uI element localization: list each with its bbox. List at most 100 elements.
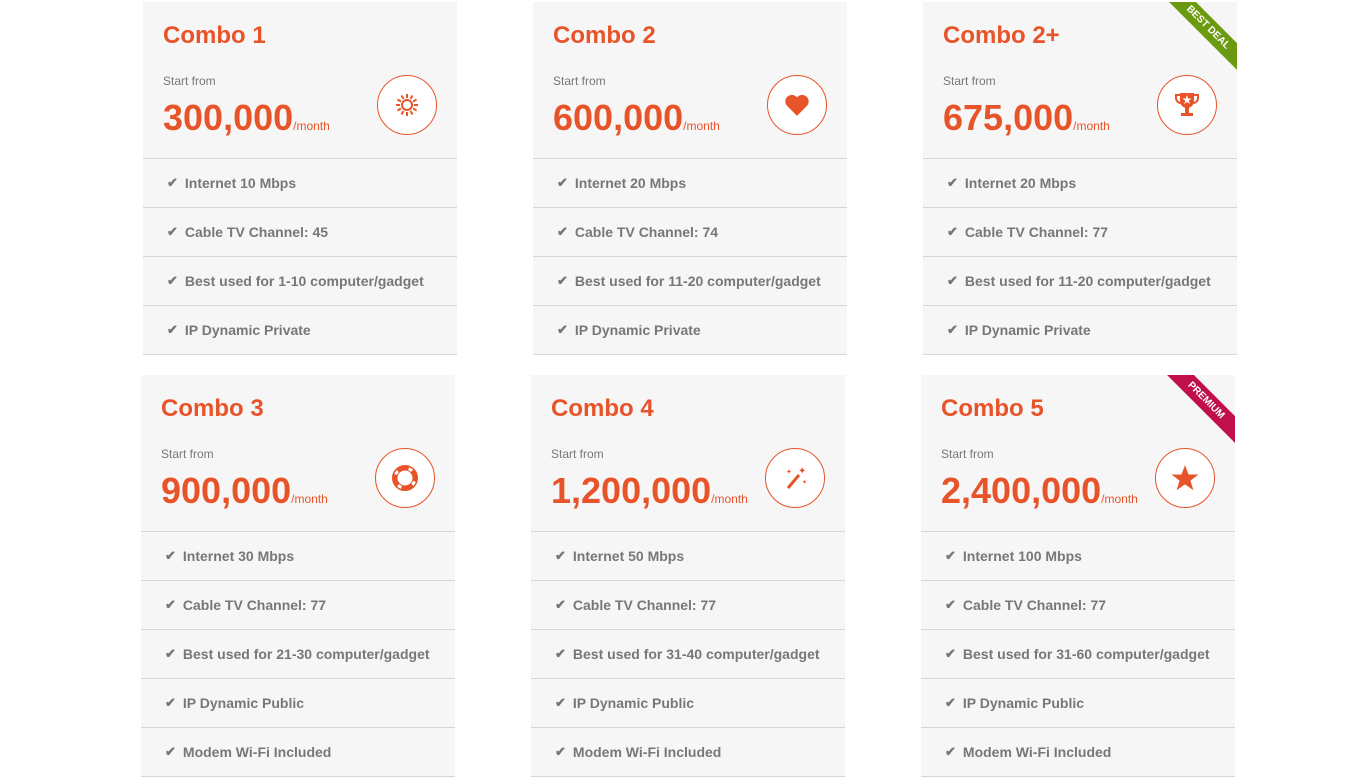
feature-item: ✔ Modem Wi-Fi Included [141, 728, 455, 777]
feature-label: Modem Wi-Fi Included [182, 744, 332, 760]
price-period: /month [291, 492, 328, 506]
pricing-card: Combo 5 Start from 2,400,000/month ✔ Inte… [921, 375, 1235, 777]
check-icon: ✔ [165, 646, 176, 661]
feature-item: ✔ IP Dynamic Private [533, 306, 847, 355]
plan-title: Combo 2+ [943, 22, 1060, 49]
feature-label: Internet 30 Mbps [182, 548, 295, 564]
pricing-card: Combo 1 Start from 300,000/month ✔ Intern… [143, 2, 457, 355]
pricing-card: Combo 3 Start from 900,000/month ✔ Intern… [141, 375, 455, 777]
feature-label: IP Dynamic Public [572, 695, 695, 711]
feature-label: Cable TV Channel: 77 [572, 597, 717, 613]
feature-label: Cable TV Channel: 74 [574, 224, 719, 240]
feature-item: ✔ Cable TV Channel: 74 [533, 208, 847, 257]
feature-item: ✔ Modem Wi-Fi Included [921, 728, 1235, 777]
card-header: Combo 4 Start from 1,200,000/month ✦ ✦ ✦ [531, 375, 845, 532]
plan-price: 600,000/month [553, 97, 720, 139]
price-value: 900,000 [161, 470, 292, 511]
feature-item: ✔ Internet 30 Mbps [141, 532, 455, 581]
feature-item: ✔ Cable TV Channel: 77 [531, 581, 845, 630]
price-period: /month [1073, 119, 1110, 133]
feature-label: Modem Wi-Fi Included [962, 744, 1112, 760]
check-icon: ✔ [947, 224, 958, 239]
feature-label: Best used for 21-30 computer/gadget [182, 646, 430, 662]
feature-label: Best used for 31-60 computer/gadget [962, 646, 1210, 662]
feature-item: ✔ Best used for 21-30 computer/gadget [141, 630, 455, 679]
plan-title: Combo 2 [553, 22, 656, 49]
price-value: 675,000 [943, 97, 1074, 138]
feature-item: ✔ Cable TV Channel: 45 [143, 208, 457, 257]
price-period: /month [711, 492, 748, 506]
check-icon: ✔ [555, 695, 566, 710]
check-icon: ✔ [555, 744, 566, 759]
check-icon: ✔ [947, 175, 958, 190]
plan-price: 675,000/month [943, 97, 1110, 139]
feature-label: Internet 100 Mbps [962, 548, 1082, 564]
feature-item: ✔ Internet 100 Mbps [921, 532, 1235, 581]
feature-item: ✔ IP Dynamic Public [921, 679, 1235, 728]
feature-label: IP Dynamic Public [962, 695, 1085, 711]
pricing-card: Combo 4 Start from 1,200,000/month ✦ ✦ ✦ ✔ I… [531, 375, 845, 777]
check-icon: ✔ [555, 548, 566, 563]
feature-label: Cable TV Channel: 45 [184, 224, 329, 240]
check-icon: ✔ [945, 744, 956, 759]
feature-label: IP Dynamic Private [574, 322, 701, 338]
check-icon: ✔ [555, 597, 566, 612]
check-icon: ✔ [945, 646, 956, 661]
check-icon: ✔ [165, 548, 176, 563]
check-icon: ✔ [557, 273, 568, 288]
feature-item: ✔ Cable TV Channel: 77 [923, 208, 1237, 257]
card-header: Combo 3 Start from 900,000/month [141, 375, 455, 532]
feature-item: ✔ Best used for 11-20 computer/gadget [923, 257, 1237, 306]
heart-icon [767, 75, 827, 135]
check-icon: ✔ [167, 322, 178, 337]
check-icon: ✔ [167, 273, 178, 288]
feature-label: IP Dynamic Public [182, 695, 305, 711]
star-icon [1155, 448, 1215, 508]
check-icon: ✔ [947, 273, 958, 288]
feature-item: ✔ Best used for 31-60 computer/gadget [921, 630, 1235, 679]
feature-item: ✔ Cable TV Channel: 77 [141, 581, 455, 630]
price-period: /month [1101, 492, 1138, 506]
feature-item: ✔ Cable TV Channel: 77 [921, 581, 1235, 630]
price-value: 600,000 [553, 97, 684, 138]
feature-label: Best used for 11-20 computer/gadget [574, 273, 821, 289]
pricing-card: Combo 2+ Start from 675,000/month ✔ Inter… [923, 2, 1237, 355]
card-header: Combo 1 Start from 300,000/month [143, 2, 457, 159]
card-header: Combo 5 Start from 2,400,000/month [921, 375, 1235, 532]
start-from-label: Start from [941, 447, 994, 461]
magic-wand-icon: ✦ ✦ ✦ [765, 448, 825, 508]
plan-price: 1,200,000/month [551, 470, 748, 512]
feature-item: ✔ Internet 50 Mbps [531, 532, 845, 581]
feature-label: Cable TV Channel: 77 [182, 597, 327, 613]
feature-label: Internet 20 Mbps [574, 175, 687, 191]
check-icon: ✔ [947, 322, 958, 337]
card-header: Combo 2 Start from 600,000/month [533, 2, 847, 159]
check-icon: ✔ [165, 597, 176, 612]
check-icon: ✔ [945, 597, 956, 612]
feature-item: ✔ IP Dynamic Public [531, 679, 845, 728]
feature-label: IP Dynamic Private [964, 322, 1091, 338]
feature-item: ✔ Best used for 31-40 computer/gadget [531, 630, 845, 679]
check-icon: ✔ [557, 224, 568, 239]
check-icon: ✔ [555, 646, 566, 661]
check-icon: ✔ [945, 695, 956, 710]
svg-text:✦: ✦ [802, 479, 807, 486]
card-header: Combo 2+ Start from 675,000/month [923, 2, 1237, 159]
check-icon: ✔ [557, 175, 568, 190]
start-from-label: Start from [943, 74, 996, 88]
feature-item: ✔ IP Dynamic Private [923, 306, 1237, 355]
price-value: 300,000 [163, 97, 294, 138]
plan-price: 300,000/month [163, 97, 330, 139]
feature-label: Internet 20 Mbps [964, 175, 1077, 191]
feature-label: IP Dynamic Private [184, 322, 311, 338]
lifebuoy-icon [375, 448, 435, 508]
plan-price: 900,000/month [161, 470, 328, 512]
price-value: 2,400,000 [941, 470, 1102, 511]
feature-item: ✔ Internet 20 Mbps [923, 159, 1237, 208]
plan-price: 2,400,000/month [941, 470, 1138, 512]
check-icon: ✔ [165, 744, 176, 759]
feature-item: ✔ Best used for 1-10 computer/gadget [143, 257, 457, 306]
check-icon: ✔ [167, 175, 178, 190]
sun-icon [377, 75, 437, 135]
check-icon: ✔ [557, 322, 568, 337]
